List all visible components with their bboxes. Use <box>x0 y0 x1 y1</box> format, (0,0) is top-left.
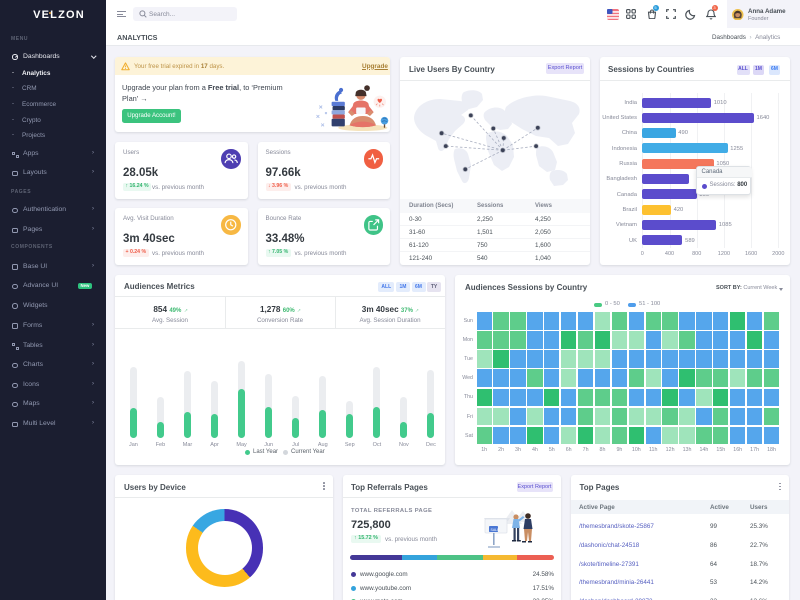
svg-text:SALE: SALE <box>491 528 501 532</box>
